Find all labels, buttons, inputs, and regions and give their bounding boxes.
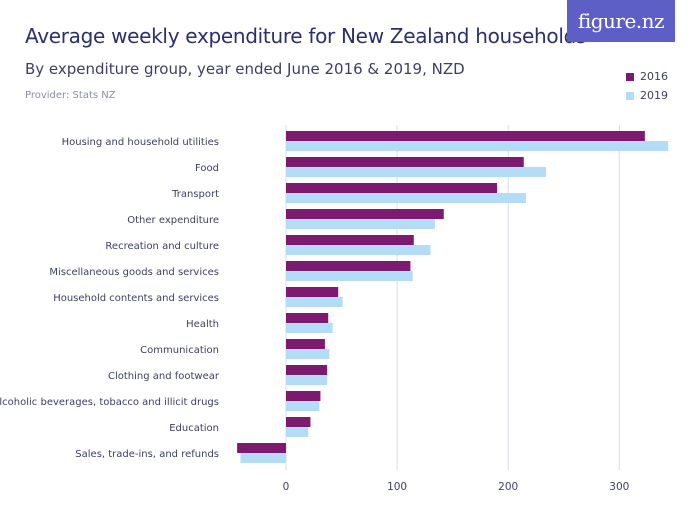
legend-label-2019: 2019 <box>640 89 668 102</box>
bar-2019-12 <box>240 453 286 463</box>
bar-2019-3 <box>286 219 435 229</box>
chart-title: Average weekly expenditure for New Zeala… <box>25 24 587 48</box>
bar-2016-6 <box>286 287 339 297</box>
legend-swatch-2019 <box>626 91 634 100</box>
figure-nz-logo[interactable]: figure.nz <box>567 0 675 42</box>
bar-2016-8 <box>286 339 325 349</box>
category-label-0: Housing and household utilities <box>62 137 219 148</box>
x-tick-label-300: 300 <box>609 481 629 493</box>
provider-label: Provider: Stats NZ <box>25 90 116 101</box>
bar-2019-6 <box>286 297 343 307</box>
bar-2019-7 <box>286 323 333 333</box>
category-label-10: Alcoholic beverages, tobacco and illicit… <box>0 397 219 408</box>
bar-2019-4 <box>286 245 431 255</box>
category-label-1: Food <box>195 163 219 174</box>
x-tick-label-200: 200 <box>498 481 518 493</box>
category-label-3: Other expenditure <box>127 215 219 226</box>
bar-2019-5 <box>286 271 413 281</box>
bar-2016-9 <box>286 365 328 375</box>
bar-2019-0 <box>286 141 669 151</box>
category-label-2: Transport <box>171 189 219 200</box>
chart-subtitle: By expenditure group, year ended June 20… <box>25 60 465 78</box>
category-label-8: Communication <box>140 345 219 356</box>
category-label-6: Household contents and services <box>53 293 219 304</box>
bar-2019-2 <box>286 193 526 203</box>
category-label-9: Clothing and footwear <box>108 371 220 382</box>
x-tick-label-100: 100 <box>387 481 407 493</box>
x-tick-label-0: 0 <box>283 481 290 493</box>
legend-item-2019: 2019 <box>626 89 668 102</box>
category-label-4: Recreation and culture <box>105 241 219 252</box>
bar-2019-1 <box>286 167 546 177</box>
bar-2016-10 <box>286 391 321 401</box>
bar-2016-2 <box>286 183 498 193</box>
category-label-7: Health <box>186 319 219 330</box>
bar-2016-12 <box>237 443 286 453</box>
bar-2016-5 <box>286 261 411 271</box>
category-label-12: Sales, trade-ins, and refunds <box>75 449 219 460</box>
bar-2016-1 <box>286 157 524 167</box>
bar-2019-8 <box>286 349 330 359</box>
legend-swatch-2016 <box>626 72 634 81</box>
category-label-5: Miscellaneous goods and services <box>49 267 219 278</box>
legend-label-2016: 2016 <box>640 70 668 83</box>
bar-2016-7 <box>286 313 329 323</box>
bar-2016-0 <box>286 131 645 141</box>
bar-2016-4 <box>286 235 414 245</box>
bar-2019-10 <box>286 401 320 411</box>
bar-2016-11 <box>286 417 311 427</box>
bar-2019-11 <box>286 427 309 437</box>
bar-2019-9 <box>286 375 328 385</box>
category-label-11: Education <box>169 423 219 434</box>
logo-text: figure.nz <box>577 9 665 33</box>
bar-2016-3 <box>286 209 444 219</box>
legend-item-2016: 2016 <box>626 70 668 83</box>
